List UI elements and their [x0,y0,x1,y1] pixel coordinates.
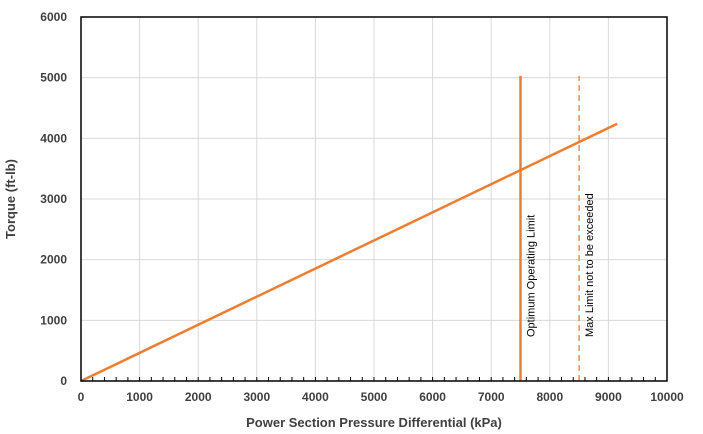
x-tick-label: 0 [78,390,85,404]
x-tick-label: 10000 [650,390,684,404]
optimum-limit-label: Optimum Operating Limit [526,215,538,337]
y-tick-label: 0 [60,374,67,388]
x-tick-label: 1000 [126,390,153,404]
torque-series-line [80,122,618,383]
x-tick-label: 3000 [243,390,270,404]
x-tick-label: 7000 [478,390,505,404]
x-tick-label: 6000 [419,390,446,404]
max-limit-label: Max Limit not to be exceeded [584,193,596,337]
x-axis-title: Power Section Pressure Differential (kPa… [246,415,502,430]
y-tick-label: 1000 [40,313,67,327]
x-tick-label: 9000 [595,390,622,404]
y-tick-labels: 0 1000 2000 3000 4000 5000 6000 [40,10,67,388]
x-tick-label: 8000 [536,390,563,404]
x-tick-label: 2000 [185,390,212,404]
x-tick-label: 4000 [302,390,329,404]
y-tick-label: 5000 [40,71,67,85]
x-tick-labels: 0 1000 2000 3000 4000 5000 6000 7000 8000 9000 100… [78,390,684,404]
series-layer [80,122,618,383]
reference-lines: Optimum Operating Limit Max Limit not to … [519,75,596,381]
x-minor-ticks [80,377,668,381]
y-tick-label: 2000 [40,253,67,267]
y-axis-title: Torque (ft-lb) [3,159,18,239]
x-tick-label: 5000 [361,390,388,404]
y-tick-label: 3000 [40,192,67,206]
y-tick-label: 6000 [40,10,67,24]
y-tick-label: 4000 [40,131,67,145]
